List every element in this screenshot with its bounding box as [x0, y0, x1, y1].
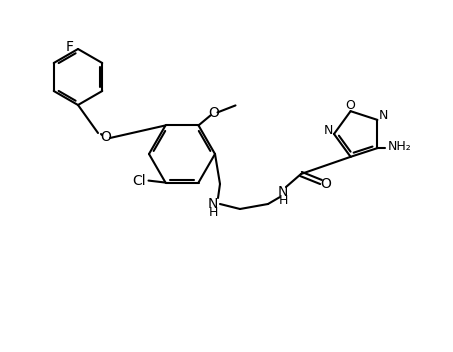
Text: N: N [208, 197, 218, 211]
Text: N: N [323, 124, 333, 137]
Text: Cl: Cl [133, 174, 146, 188]
Text: H: H [208, 206, 218, 219]
Text: O: O [101, 130, 111, 144]
Text: N: N [379, 109, 388, 122]
Text: F: F [66, 40, 74, 54]
Text: NH₂: NH₂ [387, 140, 411, 153]
Text: O: O [208, 106, 219, 120]
Text: O: O [321, 177, 332, 191]
Text: H: H [278, 195, 288, 207]
Text: O: O [346, 99, 356, 112]
Text: N: N [278, 185, 288, 199]
